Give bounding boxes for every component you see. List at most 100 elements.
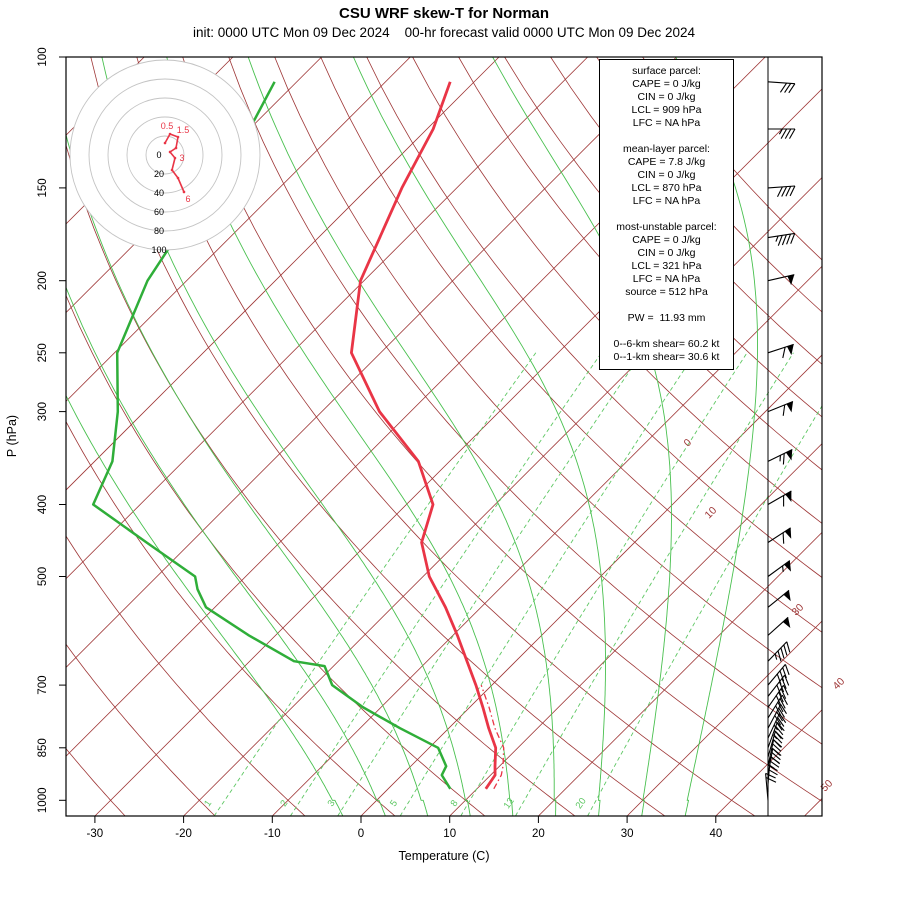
hodograph-ring-label: 20: [154, 169, 164, 179]
parcel-info-box: surface parcel: CAPE = 0 J/kg CIN = 0 J/…: [599, 59, 734, 370]
virtual-temperature-line: [480, 684, 505, 790]
pressure-tick-label: 850: [37, 738, 49, 757]
wind-barb: [767, 684, 789, 708]
y-axis-title: P (hPa): [5, 415, 19, 457]
pressure-tick-label: 700: [37, 676, 49, 695]
hodograph-ring: [145, 135, 185, 175]
pressure-tick-label: 500: [37, 567, 49, 586]
temp-tick-label: 30: [621, 828, 634, 840]
wind-barb: [767, 616, 791, 636]
temp-tick-label: -30: [87, 828, 104, 840]
wind-barb: [767, 641, 791, 662]
page-title: CSU WRF skew-T for Norman: [338, 5, 549, 22]
wind-barb: [768, 128, 796, 139]
hodograph: 0 20 40 60 80 100 0.5 1.5 3 6: [69, 59, 261, 255]
hodograph-ring: [126, 116, 204, 194]
wind-barb: [767, 694, 788, 719]
mixing-ratio-label: 8: [449, 798, 461, 809]
mixing-ratio-group: 1 2 3 5 8 12 20: [202, 352, 822, 816]
temp-tick-label: -10: [264, 828, 281, 840]
wind-barb: [765, 772, 777, 801]
wind-barb: [767, 560, 791, 577]
hodograph-ring: [69, 59, 261, 251]
info-line: LCL = 870 hPa: [631, 182, 702, 194]
wind-barb: [767, 274, 795, 286]
wind-barb: [767, 674, 790, 697]
wind-barb: [767, 232, 796, 246]
hodograph-ring: [88, 78, 242, 232]
info-line: CAPE = 0 J/kg: [632, 234, 701, 246]
temp-tick-label: -20: [175, 828, 192, 840]
isotherm-label: 40: [831, 675, 848, 692]
pressure-tick-label: 100: [37, 47, 49, 66]
hodograph-height-label: 3: [179, 153, 184, 163]
pressure-tick-label: 150: [37, 178, 49, 197]
mixing-ratio-label: 5: [388, 798, 400, 809]
mixing-ratio-label: 12: [502, 796, 517, 811]
hodograph-ring-label: 80: [154, 226, 164, 236]
info-line: CIN = 0 J/kg: [637, 169, 696, 181]
hodograph-ring-label: 60: [154, 207, 164, 217]
wind-barb: [767, 527, 792, 544]
plot-area: 1 2 3 5 8 12 20: [66, 57, 822, 816]
wind-barb: [767, 449, 793, 465]
hodograph-ring-label: 100: [151, 245, 166, 255]
page-subtitle: init: 0000 UTC Mon 09 Dec 2024 00-hr for…: [192, 25, 695, 40]
surface-parcel-header: surface parcel:: [632, 65, 701, 77]
isotherm-label: 50: [819, 777, 836, 794]
info-line: LCL = 909 hPa: [631, 104, 702, 116]
wind-barb: [767, 713, 787, 739]
wind-barb: [767, 81, 796, 94]
temp-tick-label: 40: [709, 828, 722, 840]
hodograph-height-label: 1.5: [177, 125, 190, 135]
hodograph-ring: [107, 97, 223, 213]
x-axis-title: Temperature (C): [399, 849, 490, 863]
mean-layer-parcel-header: mean-layer parcel:: [623, 143, 710, 155]
hodograph-ring-label: 0: [156, 150, 161, 160]
wind-barb: [767, 400, 794, 416]
wind-barb: [767, 589, 791, 608]
temp-tick-label: 0: [358, 828, 364, 840]
pressure-tick-label: 400: [37, 495, 49, 514]
shear-line: 0--1-km shear= 30.6 kt: [613, 351, 720, 363]
isotherm-label: 10: [703, 504, 720, 521]
hodograph-ring-label: 40: [154, 188, 164, 198]
pressure-tick-label: 200: [37, 271, 49, 290]
info-line: CIN = 0 J/kg: [637, 247, 696, 259]
info-line: LFC = NA hPa: [632, 195, 701, 207]
wind-barb: [767, 722, 785, 748]
dewpoint-line: [91, 81, 452, 790]
mixing-ratio-label: 20: [574, 796, 589, 811]
temp-tick-label: 10: [443, 828, 456, 840]
most-unstable-parcel-header: most-unstable parcel:: [616, 221, 717, 233]
info-line: CAPE = 7.8 J/kg: [627, 156, 706, 168]
wind-barb: [767, 185, 796, 198]
wind-barb: [767, 704, 787, 729]
info-line: source = 512 hPa: [625, 286, 708, 298]
plot-frame: [65, 56, 823, 817]
wind-barbs-group: [765, 57, 796, 816]
wind-barb: [767, 343, 794, 359]
info-line: CIN = 0 J/kg: [637, 91, 696, 103]
temperature-line: [350, 81, 498, 790]
info-line: LCL = 321 hPa: [631, 260, 702, 272]
info-line: CAPE = 0 J/kg: [632, 78, 701, 90]
info-line: LFC = NA hPa: [632, 273, 701, 285]
pressure-tick-label: 250: [37, 343, 49, 362]
pw-line: PW = 11.93 mm: [627, 312, 706, 324]
wind-barb: [767, 490, 792, 507]
mixing-ratio-label: 1: [202, 798, 214, 809]
shear-line: 0--6-km shear= 60.2 kt: [613, 338, 720, 350]
isotherm-label: 30: [790, 601, 807, 618]
hodograph-height-label: 6: [185, 194, 190, 204]
wind-barb: [767, 664, 790, 686]
temp-tick-label: 20: [532, 828, 545, 840]
pressure-tick-label: 300: [37, 402, 49, 421]
pressure-tick-label: 1000: [37, 788, 49, 814]
mixing-ratio-label: 3: [326, 798, 338, 809]
info-line: LFC = NA hPa: [632, 117, 701, 129]
hodograph-height-label: 0.5: [161, 121, 174, 131]
